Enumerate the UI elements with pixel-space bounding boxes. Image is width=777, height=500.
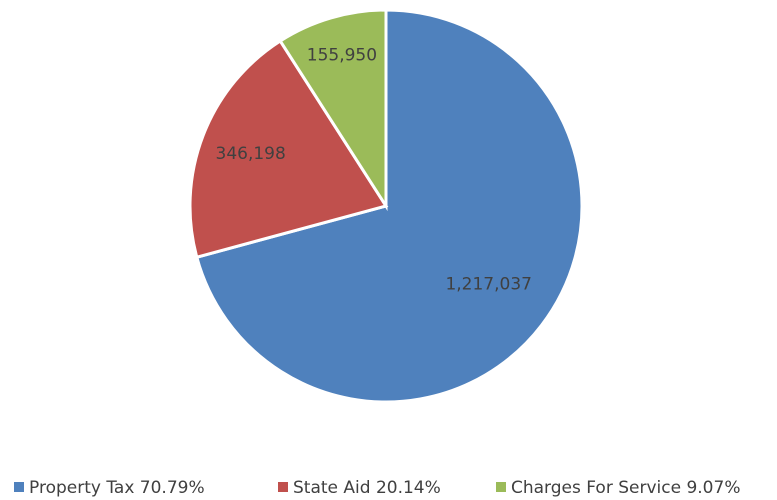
legend-label: State Aid 20.14% (293, 478, 441, 498)
pie-slice (188, 38, 389, 260)
data-label: 155,950 (307, 46, 377, 66)
legend-label: Property Tax 70.79% (29, 478, 205, 498)
data-label: 346,198 (216, 144, 286, 164)
legend-swatch (496, 482, 506, 492)
pie-slice (194, 8, 584, 404)
legend-label: Charges For Service 9.07% (511, 478, 740, 498)
pie-slice (278, 8, 388, 212)
legend-swatch (14, 482, 24, 492)
legend-swatch (278, 482, 288, 492)
data-label: 1,217,037 (445, 275, 532, 295)
